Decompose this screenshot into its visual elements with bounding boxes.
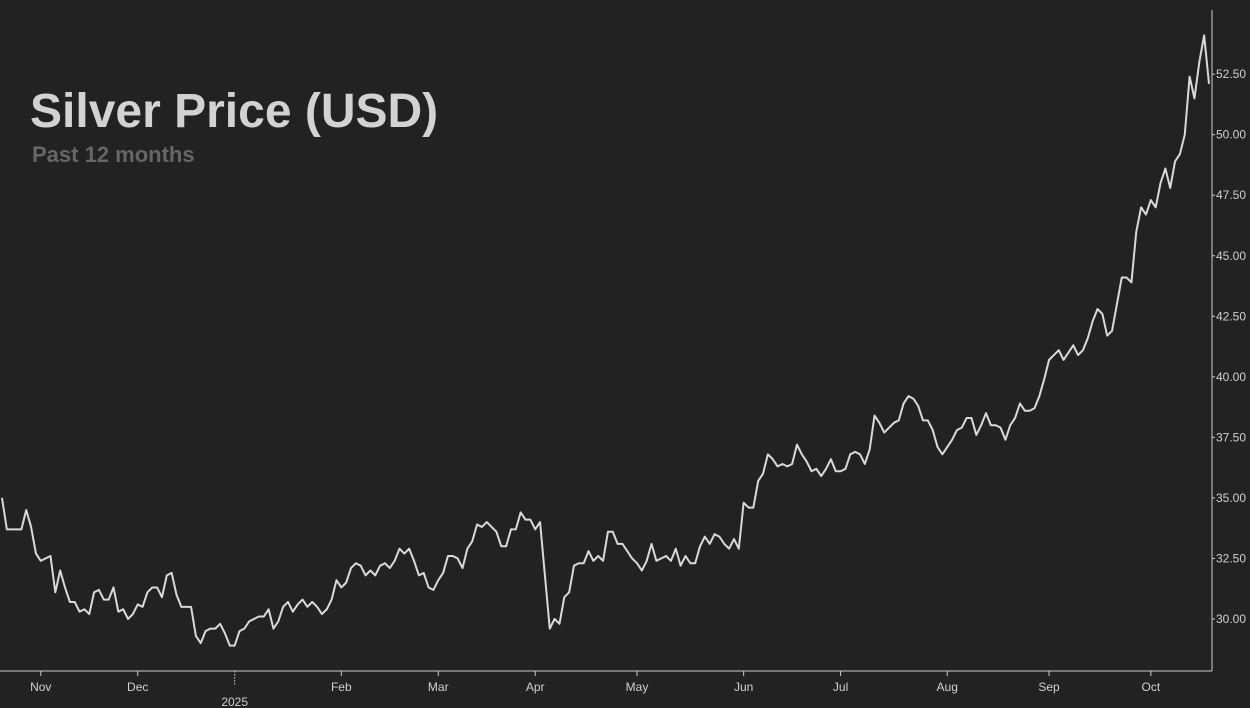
chart-subtitle: Past 12 months (32, 142, 195, 167)
x-tick-label: Feb (331, 680, 352, 694)
y-tick-label: 45.00 (1216, 249, 1246, 263)
x-tick-label: Jun (734, 680, 753, 694)
y-tick-label: 37.50 (1216, 430, 1246, 444)
chart-title: Silver Price (USD) (30, 85, 438, 138)
x-tick-label: Jul (833, 680, 848, 694)
price-line (1, 34, 1210, 647)
y-tick-label: 32.50 (1216, 551, 1246, 565)
x-tick-label: Aug (937, 680, 958, 694)
y-tick-label: 30.00 (1216, 612, 1246, 626)
x-tick-label: Nov (30, 680, 51, 694)
x-tick-label: 2025 (221, 695, 248, 708)
y-tick-label: 35.00 (1216, 491, 1246, 505)
y-tick-label: 52.50 (1216, 67, 1246, 81)
x-tick-label: Mar (428, 680, 449, 694)
x-tick-label: Apr (526, 680, 545, 694)
y-tick-label: 50.00 (1216, 128, 1246, 142)
x-tick-label: May (626, 680, 649, 694)
y-tick-label: 40.00 (1216, 370, 1246, 384)
x-tick-label: Oct (1141, 680, 1160, 694)
y-tick-label: 42.50 (1216, 309, 1246, 323)
x-tick-label: Sep (1038, 680, 1060, 694)
y-tick-label: 47.50 (1216, 188, 1246, 202)
x-tick-label: Dec (127, 680, 148, 694)
